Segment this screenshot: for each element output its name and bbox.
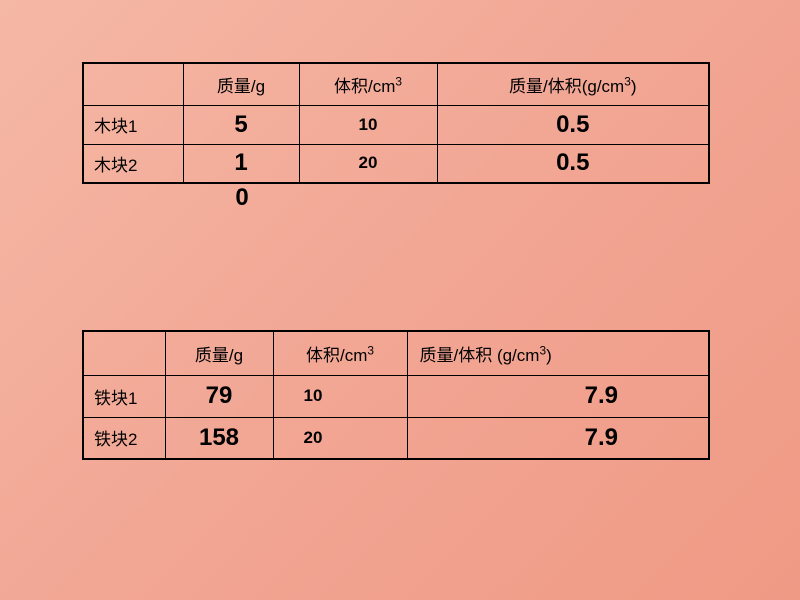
cell-mass: 5 bbox=[183, 105, 299, 144]
header-ratio: 质量/体积 (g/cm3) bbox=[407, 331, 709, 375]
overflow-digit: 0 bbox=[232, 184, 252, 212]
wood-table: 质量/g 体积/cm3 质量/体积(g/cm3) 木块1 5 10 0.5 木块… bbox=[82, 62, 710, 184]
header-ratio: 质量/体积(g/cm3) bbox=[437, 63, 709, 105]
table-header-row: 质量/g 体积/cm3 质量/体积(g/cm3) bbox=[83, 63, 709, 105]
cell-volume: 20 bbox=[273, 417, 407, 459]
header-blank bbox=[83, 331, 165, 375]
table-header-row: 质量/g 体积/cm3 质量/体积 (g/cm3) bbox=[83, 331, 709, 375]
iron-table: 质量/g 体积/cm3 质量/体积 (g/cm3) 铁块1 79 10 7.9 … bbox=[82, 330, 710, 460]
header-volume: 体积/cm3 bbox=[273, 331, 407, 375]
table-row: 铁块2 158 20 7.9 bbox=[83, 417, 709, 459]
cell-ratio: 7.9 bbox=[407, 417, 709, 459]
cell-volume: 20 bbox=[299, 144, 437, 183]
cell-volume: 10 bbox=[273, 375, 407, 417]
table-row: 木块2 1 20 0.5 bbox=[83, 144, 709, 183]
cell-mass: 79 bbox=[165, 375, 273, 417]
row-label: 木块2 bbox=[83, 144, 183, 183]
header-mass: 质量/g bbox=[183, 63, 299, 105]
cell-mass: 158 bbox=[165, 417, 273, 459]
cell-ratio: 7.9 bbox=[407, 375, 709, 417]
wood-table-wrap: 质量/g 体积/cm3 质量/体积(g/cm3) 木块1 5 10 0.5 木块… bbox=[82, 62, 710, 184]
table-row: 铁块1 79 10 7.9 bbox=[83, 375, 709, 417]
cell-mass: 1 bbox=[183, 144, 299, 183]
header-mass: 质量/g bbox=[165, 331, 273, 375]
header-blank bbox=[83, 63, 183, 105]
iron-table-wrap: 质量/g 体积/cm3 质量/体积 (g/cm3) 铁块1 79 10 7.9 … bbox=[82, 330, 710, 460]
cell-volume: 10 bbox=[299, 105, 437, 144]
table-row: 木块1 5 10 0.5 bbox=[83, 105, 709, 144]
header-volume: 体积/cm3 bbox=[299, 63, 437, 105]
row-label: 木块1 bbox=[83, 105, 183, 144]
row-label: 铁块2 bbox=[83, 417, 165, 459]
cell-ratio: 0.5 bbox=[437, 144, 709, 183]
cell-ratio: 0.5 bbox=[437, 105, 709, 144]
row-label: 铁块1 bbox=[83, 375, 165, 417]
